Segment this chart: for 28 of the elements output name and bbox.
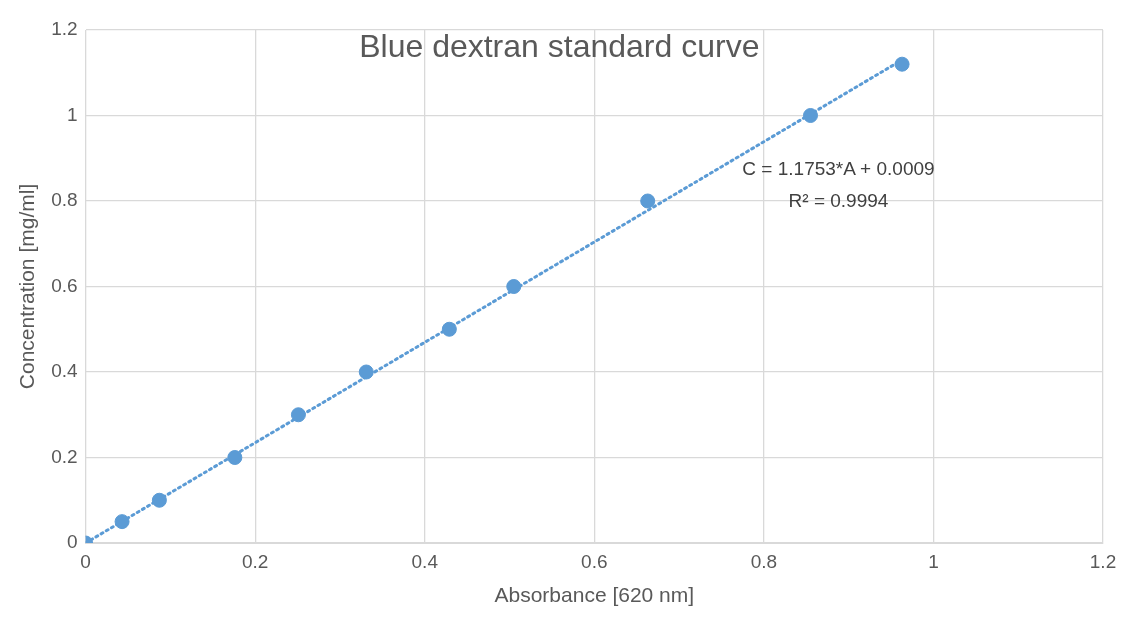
point bbox=[441, 321, 457, 337]
y-tick-label: 1.2 bbox=[51, 18, 78, 40]
y-tick-label: 0.4 bbox=[51, 360, 79, 382]
x-axis-title: Absorbance [620 nm] bbox=[494, 583, 695, 607]
point bbox=[290, 407, 306, 423]
y-tick-label: 0.6 bbox=[51, 274, 78, 296]
point bbox=[506, 279, 522, 294]
point bbox=[358, 364, 374, 380]
point bbox=[803, 108, 818, 123]
chart-title: Blue dextran standard curve bbox=[359, 27, 760, 64]
point bbox=[894, 56, 910, 72]
point bbox=[151, 492, 167, 508]
y-tick-label: 1 bbox=[67, 103, 78, 125]
point bbox=[640, 193, 656, 209]
point bbox=[114, 514, 130, 530]
x-tick-label: 0.4 bbox=[411, 550, 439, 572]
y-tick-label: 0 bbox=[67, 531, 78, 553]
x-tick-label: 0.2 bbox=[241, 550, 269, 572]
x-tick-label: 1.2 bbox=[1089, 550, 1117, 572]
annotation: R² = 0.9994 bbox=[788, 190, 889, 212]
y-axis-title: Concentration [mg/ml] bbox=[15, 183, 39, 390]
point bbox=[227, 450, 243, 465]
x-tick-label: 0.8 bbox=[750, 550, 778, 572]
x-tick-label: 1 bbox=[928, 550, 939, 572]
y-tick-label: 0.8 bbox=[51, 189, 78, 211]
y-tick-label: 0.2 bbox=[51, 445, 78, 467]
annotation: C = 1.1753*A + 0.0009 bbox=[742, 158, 935, 180]
x-tick-label: 0.6 bbox=[581, 550, 608, 572]
